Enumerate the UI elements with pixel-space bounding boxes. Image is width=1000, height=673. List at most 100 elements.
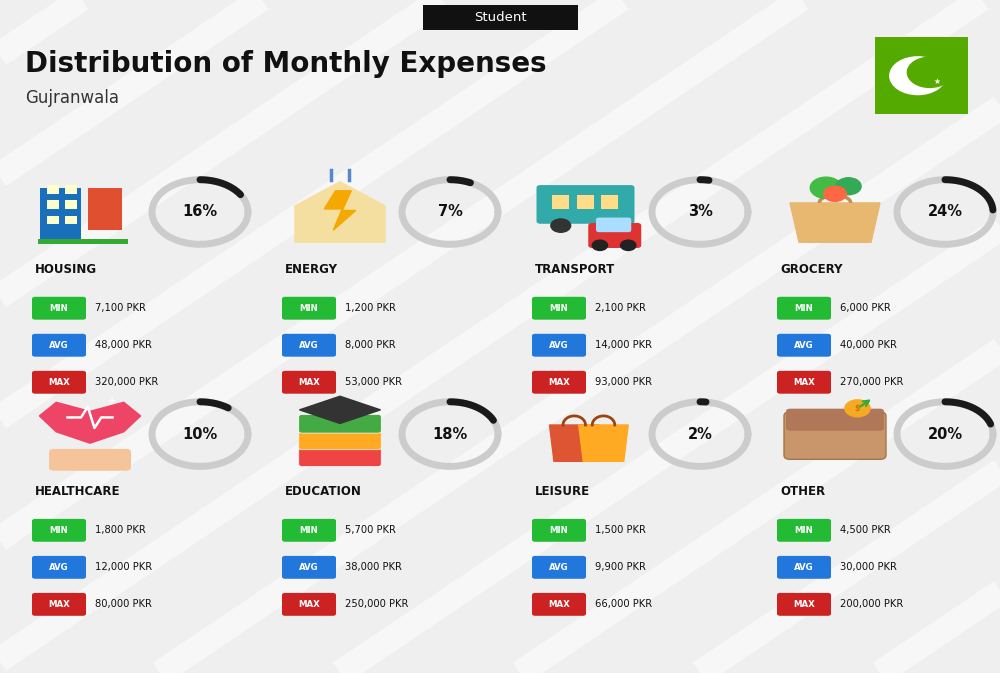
Text: 18%: 18%	[432, 427, 468, 441]
Circle shape	[836, 178, 861, 194]
FancyBboxPatch shape	[282, 371, 336, 394]
FancyBboxPatch shape	[65, 201, 76, 209]
Text: 9,900 PKR: 9,900 PKR	[595, 563, 646, 572]
FancyBboxPatch shape	[777, 556, 831, 579]
Text: 4,500 PKR: 4,500 PKR	[840, 526, 891, 535]
Text: 6,000 PKR: 6,000 PKR	[840, 304, 891, 313]
Polygon shape	[324, 191, 356, 230]
Text: AVG: AVG	[49, 563, 69, 572]
Text: TRANSPORT: TRANSPORT	[535, 262, 615, 276]
Text: MIN: MIN	[795, 304, 813, 313]
Text: ★: ★	[933, 77, 940, 86]
Text: 10%: 10%	[182, 427, 218, 441]
Text: MIN: MIN	[550, 304, 568, 313]
Circle shape	[824, 186, 846, 201]
Text: Student: Student	[474, 11, 526, 24]
Text: ENERGY: ENERGY	[285, 262, 338, 276]
FancyBboxPatch shape	[38, 239, 128, 244]
Text: 38,000 PKR: 38,000 PKR	[345, 563, 402, 572]
Circle shape	[621, 240, 636, 250]
FancyBboxPatch shape	[47, 201, 58, 209]
FancyBboxPatch shape	[32, 593, 86, 616]
FancyBboxPatch shape	[282, 519, 336, 542]
Text: MAX: MAX	[548, 378, 570, 387]
Text: 66,000 PKR: 66,000 PKR	[595, 600, 652, 609]
Text: 250,000 PKR: 250,000 PKR	[345, 600, 408, 609]
FancyBboxPatch shape	[299, 448, 381, 466]
FancyBboxPatch shape	[537, 185, 635, 223]
FancyBboxPatch shape	[49, 449, 131, 471]
Text: 1,200 PKR: 1,200 PKR	[345, 304, 396, 313]
FancyBboxPatch shape	[777, 519, 831, 542]
Circle shape	[845, 400, 870, 417]
Text: AVG: AVG	[549, 563, 569, 572]
Text: AVG: AVG	[794, 341, 814, 350]
Text: $: $	[855, 404, 860, 413]
Text: 1,500 PKR: 1,500 PKR	[595, 526, 646, 535]
Text: MIN: MIN	[795, 526, 813, 535]
Text: 12,000 PKR: 12,000 PKR	[95, 563, 152, 572]
FancyBboxPatch shape	[777, 593, 831, 616]
Text: 8,000 PKR: 8,000 PKR	[345, 341, 396, 350]
Polygon shape	[790, 203, 880, 242]
Text: 93,000 PKR: 93,000 PKR	[595, 378, 652, 387]
Polygon shape	[295, 182, 385, 242]
FancyBboxPatch shape	[777, 334, 831, 357]
Text: 7%: 7%	[438, 205, 462, 219]
Text: HEALTHCARE: HEALTHCARE	[35, 485, 120, 498]
Text: AVG: AVG	[549, 341, 569, 350]
FancyBboxPatch shape	[32, 556, 86, 579]
Text: GROCERY: GROCERY	[780, 262, 842, 276]
Text: Gujranwala: Gujranwala	[25, 89, 119, 106]
FancyBboxPatch shape	[282, 297, 336, 320]
Circle shape	[551, 219, 571, 232]
Text: 200,000 PKR: 200,000 PKR	[840, 600, 903, 609]
FancyBboxPatch shape	[422, 5, 578, 30]
Text: MAX: MAX	[48, 378, 70, 387]
Text: 30,000 PKR: 30,000 PKR	[840, 563, 897, 572]
Text: OTHER: OTHER	[780, 485, 825, 498]
Text: MIN: MIN	[300, 526, 318, 535]
Text: 270,000 PKR: 270,000 PKR	[840, 378, 903, 387]
FancyBboxPatch shape	[32, 519, 86, 542]
Text: 14,000 PKR: 14,000 PKR	[595, 341, 652, 350]
FancyBboxPatch shape	[65, 215, 76, 224]
FancyBboxPatch shape	[777, 371, 831, 394]
FancyBboxPatch shape	[532, 593, 586, 616]
FancyBboxPatch shape	[88, 188, 122, 230]
FancyBboxPatch shape	[65, 185, 76, 194]
Text: HOUSING: HOUSING	[35, 262, 97, 276]
Text: MIN: MIN	[550, 526, 568, 535]
FancyBboxPatch shape	[532, 371, 586, 394]
Text: 2%: 2%	[688, 427, 712, 441]
Text: 3%: 3%	[688, 205, 712, 219]
FancyBboxPatch shape	[784, 412, 886, 459]
Text: 16%: 16%	[182, 205, 218, 219]
FancyBboxPatch shape	[577, 195, 594, 209]
FancyBboxPatch shape	[282, 334, 336, 357]
Text: AVG: AVG	[794, 563, 814, 572]
FancyBboxPatch shape	[32, 334, 86, 357]
Text: 80,000 PKR: 80,000 PKR	[95, 600, 152, 609]
FancyBboxPatch shape	[588, 223, 641, 248]
Circle shape	[592, 240, 608, 250]
Polygon shape	[579, 425, 628, 462]
FancyBboxPatch shape	[596, 217, 631, 232]
Text: 40,000 PKR: 40,000 PKR	[840, 341, 897, 350]
FancyBboxPatch shape	[532, 334, 586, 357]
FancyBboxPatch shape	[786, 409, 884, 431]
FancyBboxPatch shape	[32, 371, 86, 394]
Text: MAX: MAX	[793, 378, 815, 387]
Text: MAX: MAX	[48, 600, 70, 609]
Text: MIN: MIN	[300, 304, 318, 313]
Circle shape	[607, 219, 627, 232]
FancyBboxPatch shape	[47, 215, 58, 224]
Text: +: +	[108, 396, 117, 406]
FancyBboxPatch shape	[601, 195, 618, 209]
FancyBboxPatch shape	[532, 556, 586, 579]
FancyBboxPatch shape	[40, 188, 81, 242]
Text: 20%: 20%	[927, 427, 963, 441]
Text: 53,000 PKR: 53,000 PKR	[345, 378, 402, 387]
FancyBboxPatch shape	[299, 431, 381, 450]
Text: 320,000 PKR: 320,000 PKR	[95, 378, 158, 387]
